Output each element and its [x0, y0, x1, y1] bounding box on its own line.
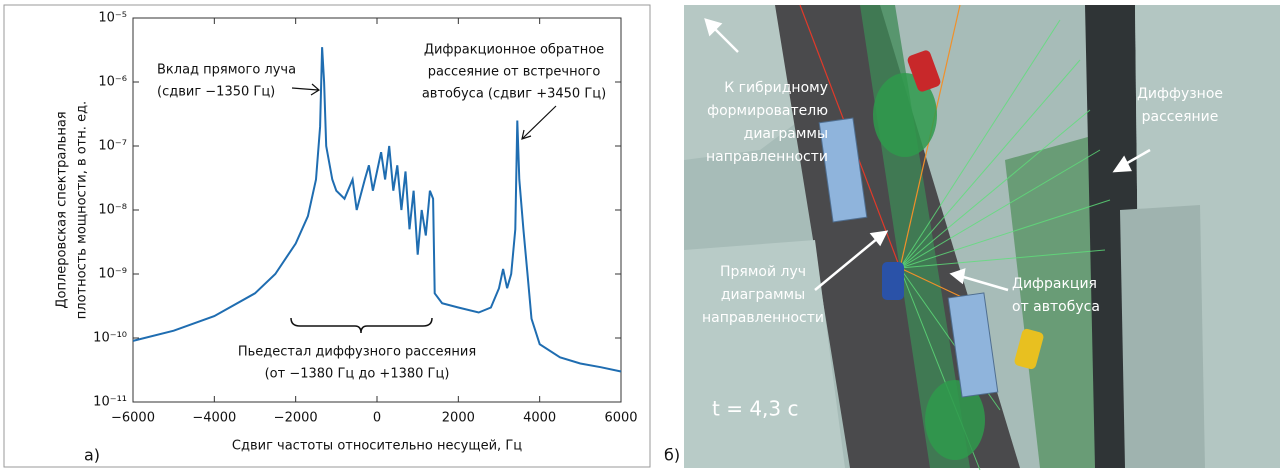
y-tick-label: 10⁻¹¹: [93, 395, 127, 410]
building: [1120, 205, 1205, 468]
y-tick-label: 10⁻⁹: [98, 267, 127, 282]
scene-label: направленности: [702, 310, 824, 326]
x-tick-label: −4000: [192, 411, 236, 426]
annotation-arrow: [292, 84, 319, 95]
annotation: Вклад прямого луча: [157, 63, 296, 78]
x-tick-label: 0: [373, 411, 381, 426]
x-tick-label: −2000: [274, 411, 318, 426]
annotation: автобуса (сдвиг +3450 Гц): [422, 87, 606, 102]
car: [882, 262, 904, 300]
brace: [291, 318, 432, 333]
annotation: (сдвиг −1350 Гц): [157, 85, 275, 100]
y-axis-label: плотность мощности, в отн. ед.: [75, 101, 90, 319]
scene-label: диаграммы: [744, 126, 828, 142]
scene-label: диаграммы: [721, 287, 805, 303]
panel-label: б): [664, 446, 680, 465]
x-tick-label: 2000: [442, 411, 475, 426]
x-axis-label: Сдвиг частоты относительно несущей, Гц: [232, 439, 522, 454]
annotation: рассеяние от встречного: [428, 65, 601, 80]
y-tick-label: 10⁻¹⁰: [93, 331, 127, 346]
y-tick-label: 10⁻⁵: [98, 11, 127, 26]
annotation: Пьедестал диффузного рассеяния: [238, 345, 476, 360]
scene-label: Диффузное: [1137, 86, 1223, 102]
scene-label: Прямой луч: [720, 264, 806, 280]
annotation: (от −1380 Гц до +1380 Гц): [265, 367, 450, 382]
figure: а) б) 10⁻¹¹ 10⁻¹⁰ 10⁻⁹ 10⁻⁸ 10⁻⁷: [0, 0, 1284, 473]
scene-label: Дифракция: [1012, 276, 1097, 292]
panel-label: а): [84, 446, 100, 465]
scene-label: от автобуса: [1012, 299, 1100, 315]
x-tick-label: 4000: [523, 411, 556, 426]
annotation-arrow: [522, 106, 556, 139]
scene-label: К гибридному: [724, 80, 828, 96]
y-tick-label: 10⁻⁶: [98, 75, 127, 90]
scene-label: рассеяние: [1142, 109, 1219, 125]
y-tick-label: 10⁻⁷: [98, 139, 127, 154]
x-tick-label: −6000: [111, 411, 155, 426]
time-label: t = 4,3 с: [712, 397, 798, 421]
scene-label: направленности: [706, 149, 828, 165]
annotation: Дифракционное обратное: [424, 43, 604, 58]
scene-label: формирователю: [707, 103, 828, 119]
y-axis-label: Доплеровская спектральная: [55, 111, 70, 308]
x-tick-label: 6000: [604, 411, 637, 426]
y-tick-label: 10⁻⁸: [98, 203, 127, 218]
